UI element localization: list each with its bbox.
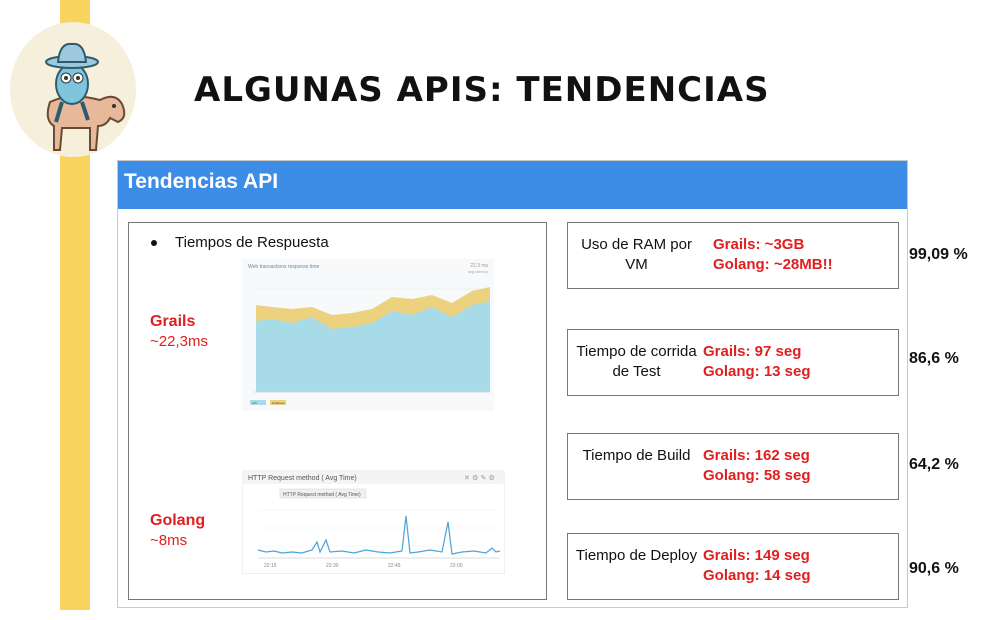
metric-values: Grails: 149 seg Golang: 14 seg — [703, 546, 811, 586]
metric-grails-value: Grails: 162 seg — [703, 447, 810, 464]
metric-label: Uso de RAM por VM — [581, 236, 692, 273]
response-times-bullet: Tiempos de Respuesta — [151, 234, 329, 251]
improvement-percent-build: 64,2 % — [909, 456, 959, 473]
x-tick-label: 22:30 — [326, 563, 339, 569]
metric-label: Tiempo de corrida de Test — [576, 343, 697, 380]
metric-grails-value: Grails: 149 seg — [703, 547, 810, 564]
metric-label: Tiempo de Build — [582, 447, 691, 464]
x-tick-label: 22:15 — [264, 563, 277, 569]
chart-legend-box — [279, 488, 367, 499]
grails-response-value: ~22,3ms — [150, 333, 208, 350]
gopher-cowboy-mascot-image — [10, 22, 136, 157]
metric-box-build-time: Tiempo de Build Grails: 162 seg Golang: … — [567, 433, 899, 500]
improvement-percent-ram: 99,09 % — [909, 246, 968, 263]
metric-values: Grails: 97 seg Golang: 13 seg — [703, 342, 811, 382]
chart-background — [242, 470, 505, 574]
metric-golang-value: Golang: 13 seg — [703, 363, 811, 380]
metric-box-test-time: Tiempo de corrida de Test Grails: 97 seg… — [567, 329, 899, 396]
x-tick-label: 22:45 — [388, 563, 401, 569]
improvement-percent-test: 86,6 % — [909, 350, 959, 367]
chart-toolbar-icons[interactable]: ✕ ⚙ ✎ ⚙ — [464, 474, 495, 482]
metric-box-deploy-time: Tiempo de Deploy Grails: 149 seg Golang:… — [567, 533, 899, 600]
api-area — [256, 301, 490, 392]
chart-title-bar — [242, 470, 505, 484]
golang-label: Golang — [150, 512, 206, 529]
chart-legend-label: HTTP Request method ( Avg Time) — [283, 492, 361, 498]
response-times-panel: Tiempos de Respuesta Grails ~22,3ms Gola… — [128, 222, 547, 600]
metric-grails-value: Grails: 97 seg — [703, 343, 802, 360]
metric-golang-value: Golang: 14 seg — [703, 567, 811, 584]
bullet-dot-icon — [151, 240, 157, 247]
slide-header-title: Tendencias API — [124, 170, 279, 193]
slide-header-bar: Tendencias API — [118, 161, 907, 209]
chart-title: Web transactions response time — [248, 264, 320, 270]
metric-values: Grails: 162 seg Golang: 58 seg — [703, 446, 811, 486]
metric-box-ram: Uso de RAM por VM Grails: ~3GB Golang: ~… — [567, 222, 899, 289]
grails-label: Grails — [150, 313, 196, 330]
legend-swatch-api — [250, 400, 266, 405]
gopher-cowboy-illustration — [45, 42, 126, 151]
chart-title: HTTP Request method ( Avg Time) — [248, 475, 357, 482]
legend-label-database: Database — [272, 401, 285, 405]
golang-latency-line — [257, 515, 501, 555]
grails-response-time-chart: Web transactions response time 22.3 ms a… — [242, 259, 494, 411]
golang-response-value: ~8ms — [150, 532, 188, 549]
metric-label: Tiempo de Deploy — [575, 547, 698, 564]
golang-response-time-chart: HTTP Request method ( Avg Time) ✕ ⚙ ✎ ⚙ … — [242, 470, 505, 574]
metric-golang-value: Golang: 58 seg — [703, 467, 811, 484]
legend-label-api: API — [252, 401, 257, 405]
metric-values: Grails: ~3GB Golang: ~28MB!! — [713, 235, 833, 275]
bullet-text: Tiempos de Respuesta — [175, 234, 329, 251]
chart-corner-subtitle: avg latency — [468, 269, 488, 274]
page-title: ALGUNAS APIS: TENDENCIAS — [194, 70, 770, 110]
metric-grails-value: Grails: ~3GB — [713, 236, 805, 253]
legend-swatch-database — [270, 400, 286, 405]
x-tick-label: 23:00 — [450, 563, 463, 569]
improvement-percent-deploy: 90,6 % — [909, 560, 959, 577]
slide-panel: Tendencias API Tiempos de Respuesta Grai… — [117, 160, 908, 608]
metric-golang-value: Golang: ~28MB!! — [713, 256, 833, 273]
chart-corner-value: 22.3 ms — [470, 263, 488, 269]
